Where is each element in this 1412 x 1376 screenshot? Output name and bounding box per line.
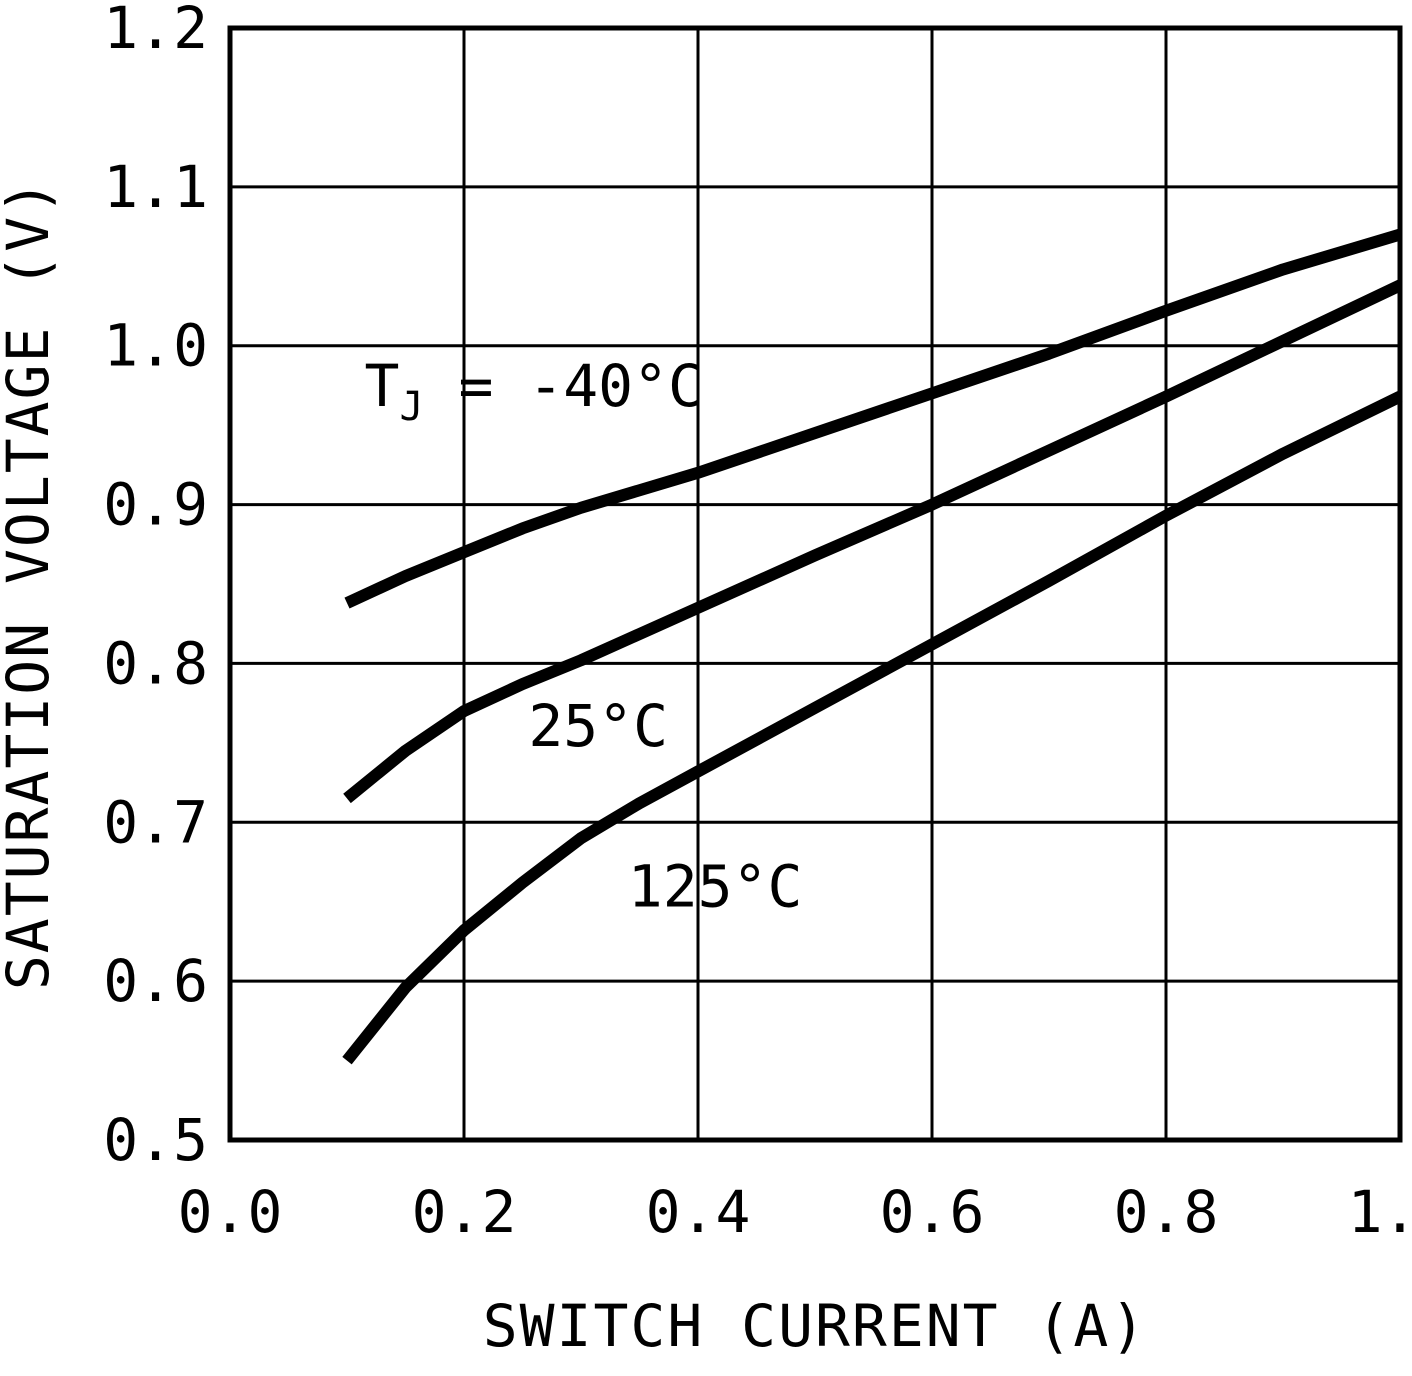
series-label: 125°C	[628, 852, 803, 920]
y-tick-label: 0.7	[103, 788, 208, 856]
y-tick-labels: 0.5 0.6 0.7 0.8 0.9 1.0 1.1 1.2	[103, 0, 208, 1174]
curve-series-0	[344, 228, 1402, 609]
y-tick-label: 0.8	[103, 629, 208, 697]
curve-series-2	[342, 391, 1403, 1065]
y-axis-title: SATURATION VOLTAGE (V)	[0, 178, 62, 990]
x-tick-labels: 0.0 0.2 0.4 0.6 0.8 1.0	[178, 1178, 1412, 1246]
y-tick-label: 1.0	[103, 312, 208, 380]
x-tick-label: 0.8	[1114, 1178, 1219, 1246]
x-tick-label: 0.6	[880, 1178, 985, 1246]
x-tick-label: 0.0	[178, 1178, 283, 1246]
y-tick-label: 1.2	[103, 0, 208, 62]
y-tick-label: 0.9	[103, 471, 208, 539]
grid-lines	[228, 26, 1402, 1142]
curve-series-1	[343, 279, 1403, 804]
annotations: TJ = -40°C 25°C 125°C	[365, 352, 803, 920]
plot-frame	[227, 25, 1403, 1143]
series-label: 25°C	[528, 692, 668, 760]
curves	[342, 228, 1403, 1065]
y-tick-label: 0.5	[103, 1106, 208, 1174]
y-tick-label: 0.6	[103, 947, 208, 1015]
series-label: TJ = -40°C	[365, 352, 703, 430]
y-tick-label: 1.1	[103, 153, 208, 221]
x-tick-label: 0.2	[412, 1178, 517, 1246]
x-axis-title: SWITCH CURRENT (A)	[483, 1292, 1148, 1360]
plot-border	[227, 25, 1403, 1143]
x-tick-label: 0.4	[646, 1178, 751, 1246]
x-tick-label: 1.0	[1348, 1178, 1412, 1246]
